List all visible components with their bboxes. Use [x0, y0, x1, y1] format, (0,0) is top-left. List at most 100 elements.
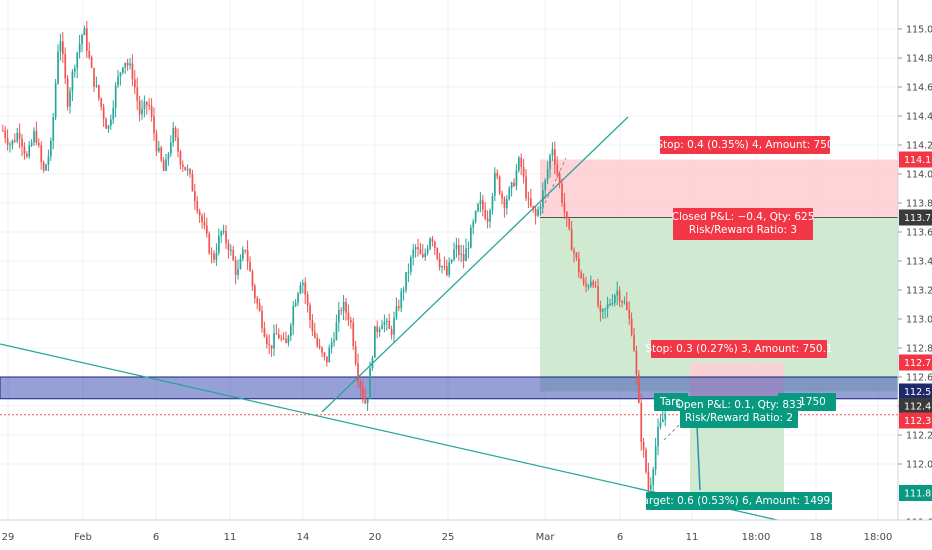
candle-body: [450, 259, 453, 263]
candle-body: [662, 419, 664, 423]
price-label-box: [899, 354, 932, 371]
candle-body: [198, 211, 201, 216]
candle-body: [114, 85, 117, 108]
time-axis[interactable]: 29 Feb 6 11 14 20 25 Mar 6 11 18:00 18 18:00: [0, 519, 932, 550]
candle-body: [333, 339, 335, 343]
candle-body: [246, 250, 249, 262]
candle-body: [208, 233, 211, 254]
candle-body: [501, 193, 503, 199]
candle-body: [244, 249, 247, 251]
price-label-text: 112.7: [904, 358, 931, 369]
long-stop-label[interactable]: Stop: 0.3 (0.27%) 3, Amount: 750.1: [645, 340, 833, 358]
position-labels[interactable]: Stop: 0.4 (0.35%) 4, Amount: 750 Closed P…: [637, 136, 841, 510]
candle-body: [628, 309, 631, 319]
candle-body: [186, 169, 189, 171]
candle-body: [664, 413, 667, 420]
price-label-text: 113.7: [904, 213, 931, 224]
candle-body: [347, 312, 350, 321]
candle-body: [352, 322, 355, 347]
time-tick-label: 11: [224, 532, 237, 543]
candle-body: [345, 301, 347, 313]
candle-body: [81, 35, 83, 44]
candle-body: [306, 294, 309, 306]
price-tick-label: 114.4: [906, 112, 932, 123]
candle-body: [167, 153, 170, 160]
candle-body: [64, 53, 67, 79]
candle-body: [467, 247, 470, 249]
candle-body: [18, 132, 21, 139]
candle-body: [592, 281, 595, 286]
candle-body: [225, 230, 227, 244]
candle-body: [182, 164, 184, 167]
candle-body: [426, 248, 429, 253]
candle-body: [554, 149, 556, 165]
candle-body: [594, 285, 597, 287]
candle-body: [470, 227, 472, 248]
candle-body: [568, 218, 571, 230]
candle-body: [172, 127, 175, 143]
candle-body: [602, 309, 604, 312]
candle-body: [66, 78, 69, 107]
price-axis[interactable]: 111.6112.0112.2112.4112.6112.8113.0113.2…: [897, 0, 932, 529]
candle-body: [609, 304, 611, 306]
candle-body: [314, 331, 316, 338]
candle-body: [606, 304, 609, 309]
candle-body: [268, 344, 271, 346]
candle-body: [138, 100, 141, 115]
candle-body: [54, 83, 57, 118]
candle-body: [263, 328, 266, 337]
candle-body: [381, 325, 383, 330]
short-closed-label-text: Risk/Reward Ratio: 3: [689, 224, 797, 236]
candle-body: [59, 41, 62, 52]
long-target-small-label-box: [654, 393, 688, 411]
long-target-label[interactable]: Target: 0.6 (0.53%) 6, Amount: 1499.8: [637, 492, 841, 510]
price-label-text: 114.1: [904, 155, 931, 166]
candle-body: [35, 130, 38, 143]
candle-body: [110, 119, 112, 126]
candle-body: [28, 145, 31, 157]
candle-body: [599, 305, 602, 312]
time-tick-label: 29: [2, 532, 15, 543]
time-tick-label: 20: [369, 532, 382, 543]
candle-body: [278, 334, 280, 339]
candle-body: [376, 326, 379, 333]
candle-body: [282, 338, 285, 340]
candle-body: [33, 130, 35, 143]
candle-series: [2, 21, 667, 496]
price-label-text: 112.3: [904, 416, 931, 427]
candle-body: [256, 298, 259, 304]
candle-body: [153, 116, 155, 134]
candle-body: [249, 261, 251, 272]
candle-body: [160, 147, 163, 161]
candle-body: [203, 222, 206, 226]
candle-body: [155, 133, 158, 152]
long-open-label-text: Open P&L: 0.1, Qty: 833: [676, 399, 803, 411]
long-target-small-label[interactable]: Targ: [654, 393, 688, 411]
candle-body: [494, 172, 496, 196]
candle-body: [580, 272, 583, 279]
candle-body: [443, 266, 446, 268]
candle-body: [270, 345, 273, 349]
short-stop-label[interactable]: Stop: 0.4 (0.35%) 4, Amount: 750: [656, 136, 834, 154]
candle-body: [218, 235, 220, 253]
candle-body: [616, 290, 619, 296]
candle-body: [150, 106, 153, 117]
candle-body: [318, 345, 321, 348]
candle-body: [563, 202, 566, 212]
candle-body: [146, 101, 148, 105]
candle-body: [633, 335, 635, 351]
candle-body: [561, 183, 563, 203]
candle-body: [537, 209, 539, 216]
candle-body: [438, 258, 441, 268]
candle-body: [388, 320, 391, 329]
candle-body: [129, 63, 131, 66]
candle-body: [179, 151, 182, 165]
candle-body: [189, 169, 191, 174]
candle-body: [38, 142, 40, 146]
candle-body: [23, 146, 26, 155]
candle-body: [294, 302, 297, 307]
candle-body: [455, 244, 458, 249]
